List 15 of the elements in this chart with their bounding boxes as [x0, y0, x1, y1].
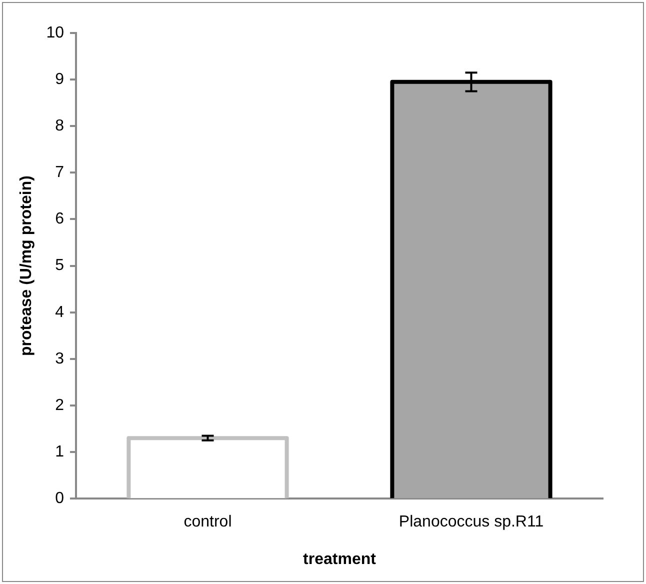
y-tick-label: 2 [55, 396, 64, 414]
x-tick-label: Planococcus sp.R11 [398, 514, 544, 531]
y-axis-title: protease (U/mg protein) [18, 176, 36, 356]
y-tick-label: 10 [46, 24, 64, 42]
y-tick-label: 6 [55, 210, 64, 228]
x-tick-label: control [184, 514, 232, 531]
y-tick-label: 4 [55, 304, 64, 321]
y-tick-label: 1 [55, 443, 64, 460]
y-tick-label: 7 [55, 164, 64, 182]
y-tick-label: 9 [55, 70, 64, 88]
y-tick-label: 8 [55, 118, 64, 135]
x-axis-title: treatment [303, 550, 377, 568]
y-tick-label: 5 [55, 257, 64, 274]
y-tick-label: 3 [55, 350, 64, 368]
y-tick-label: 0 [55, 490, 64, 508]
